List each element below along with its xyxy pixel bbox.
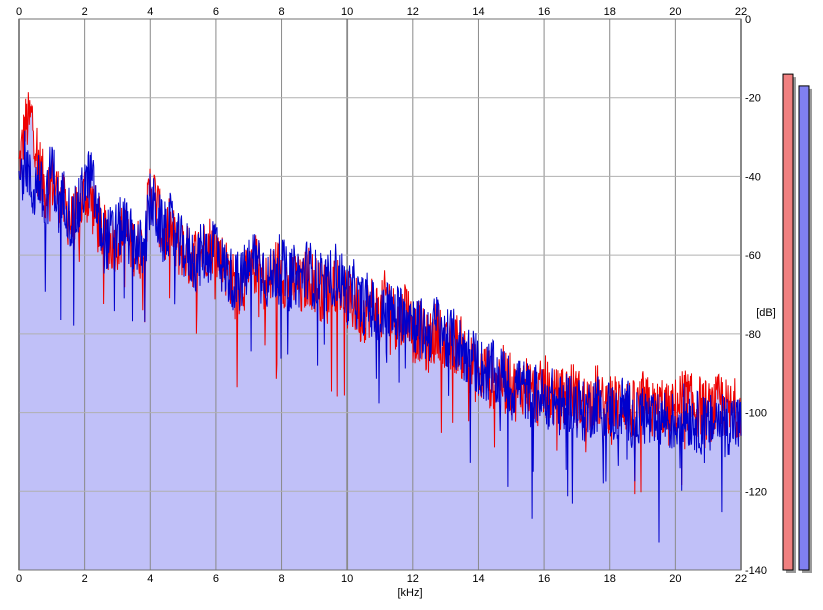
x-axis-label: [kHz] <box>397 587 422 599</box>
series-lines <box>18 92 742 543</box>
y-tick-label: -100 <box>745 408 767 420</box>
x-tick-label-top: 14 <box>472 6 484 18</box>
y-tick-label: -140 <box>745 565 767 577</box>
x-tick-label-bottom: 6 <box>213 573 219 585</box>
meter-bar-2 <box>798 85 810 571</box>
x-tick-label-bottom: 4 <box>147 573 153 585</box>
y-tick-label: 0 <box>745 14 751 26</box>
x-tick-label-bottom: 0 <box>16 573 22 585</box>
meter-bar-1 <box>782 73 794 571</box>
x-tick-label-top: 18 <box>604 6 616 18</box>
x-tick-label-top: 20 <box>669 6 681 18</box>
x-tick-label-bottom: 14 <box>472 573 484 585</box>
y-tick-label: -40 <box>745 171 761 183</box>
x-tick-label-bottom: 22 <box>735 573 747 585</box>
x-tick-labels-top: 0 2 4 6 8 10 12 14 16 18 20 22 <box>16 6 747 18</box>
y-tick-label: -120 <box>745 486 767 498</box>
x-tick-label-top: 8 <box>278 6 284 18</box>
x-tick-label-top: 22 <box>735 6 747 18</box>
x-tick-label-bottom: 16 <box>538 573 550 585</box>
y-tick-labels: 0 -20 -40 -60 -80 -100 -120 -140 <box>745 14 767 577</box>
y-axis-label: [dB] <box>756 307 776 319</box>
level-meter <box>782 73 812 574</box>
x-tick-label-bottom: 8 <box>278 573 284 585</box>
x-tick-label-bottom: 10 <box>341 573 353 585</box>
y-tick-label: -20 <box>745 93 761 105</box>
x-tick-label-top: 0 <box>16 6 22 18</box>
x-tick-label-bottom: 2 <box>82 573 88 585</box>
x-tick-labels-bottom: 0 2 4 6 8 10 12 14 16 18 20 22 <box>16 573 747 585</box>
x-tick-label-top: 6 <box>213 6 219 18</box>
x-tick-label-top: 10 <box>341 6 353 18</box>
x-tick-label-bottom: 12 <box>407 573 419 585</box>
x-tick-label-top: 16 <box>538 6 550 18</box>
y-tick-label: -80 <box>745 329 761 341</box>
y-tick-label: -60 <box>745 250 761 262</box>
series-line-blue <box>18 130 742 543</box>
x-tick-label-top: 2 <box>82 6 88 18</box>
x-tick-label-top: 4 <box>147 6 153 18</box>
x-tick-label-top: 12 <box>407 6 419 18</box>
x-tick-label-bottom: 20 <box>669 573 681 585</box>
x-tick-label-bottom: 18 <box>604 573 616 585</box>
plot-frame <box>18 18 742 571</box>
